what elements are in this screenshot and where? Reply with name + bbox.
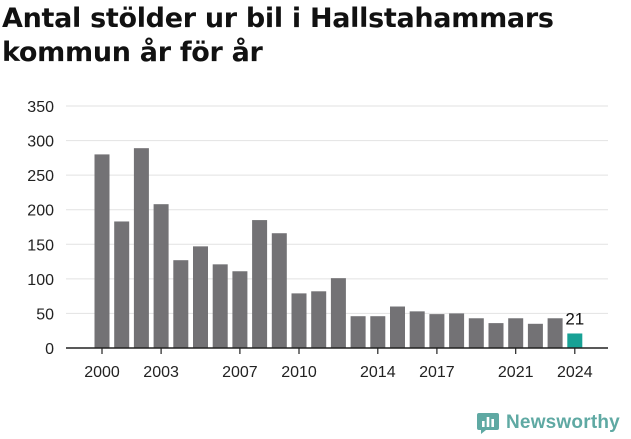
x-axis-ticks: 2000 2003 2007 2010 2014 2017 2021 2024 <box>84 348 593 381</box>
bar-2001 <box>114 221 130 348</box>
bar-2011 <box>311 291 327 348</box>
y-tick-label: 250 <box>27 168 54 185</box>
y-tick-label: 200 <box>27 203 54 220</box>
brand-name: Newsworthy <box>506 412 620 433</box>
data-labels: 21 <box>565 309 584 328</box>
y-tick-label: 0 <box>45 341 54 358</box>
bar-chart-speech-bubble-icon <box>477 413 499 434</box>
x-tick-label: 2003 <box>143 364 179 381</box>
data-label-2024: 21 <box>565 309 584 328</box>
y-tick-label: 350 <box>27 99 54 116</box>
x-tick-label: 2007 <box>222 364 258 381</box>
y-tick-label: 50 <box>36 306 54 323</box>
bar-2012 <box>330 278 346 348</box>
bar-2019 <box>468 318 484 348</box>
bar-2006 <box>212 264 228 348</box>
y-tick-label: 100 <box>27 272 54 289</box>
bars <box>94 148 583 348</box>
bar-2004 <box>173 260 189 348</box>
bar-2020 <box>488 323 504 348</box>
bar-2021 <box>508 318 524 348</box>
bar-2024 <box>567 333 583 348</box>
bar-2009 <box>271 233 287 348</box>
y-axis-ticks: 0 50 100 150 200 250 300 350 <box>27 99 54 358</box>
x-tick-label: 2017 <box>419 364 455 381</box>
bar-2007 <box>232 271 248 348</box>
bar-2003 <box>153 204 169 348</box>
bar-2023 <box>547 318 563 348</box>
bar-2018 <box>449 313 465 348</box>
bar-2008 <box>252 220 268 348</box>
brand-logo: Newsworthy <box>476 408 620 438</box>
bar-2022 <box>527 323 543 348</box>
y-tick-label: 150 <box>27 237 54 254</box>
chart-title: Antal stölder ur bil i Hallstahammars ko… <box>2 3 554 68</box>
x-tick-label: 2014 <box>360 364 396 381</box>
x-tick-label: 2010 <box>281 364 317 381</box>
bar-2014 <box>370 316 386 348</box>
bar-2015 <box>390 306 405 348</box>
x-tick-label: 2000 <box>84 364 120 381</box>
y-tick-label: 300 <box>27 134 54 151</box>
bar-2000 <box>94 154 110 348</box>
bar-2013 <box>350 316 366 348</box>
x-tick-label: 2021 <box>498 364 534 381</box>
x-tick-label: 2024 <box>557 364 593 381</box>
bar-2005 <box>193 246 208 348</box>
bar-2002 <box>133 148 149 348</box>
bar-2016 <box>409 311 425 348</box>
bar-2010 <box>291 293 307 348</box>
bar-2017 <box>429 314 445 348</box>
